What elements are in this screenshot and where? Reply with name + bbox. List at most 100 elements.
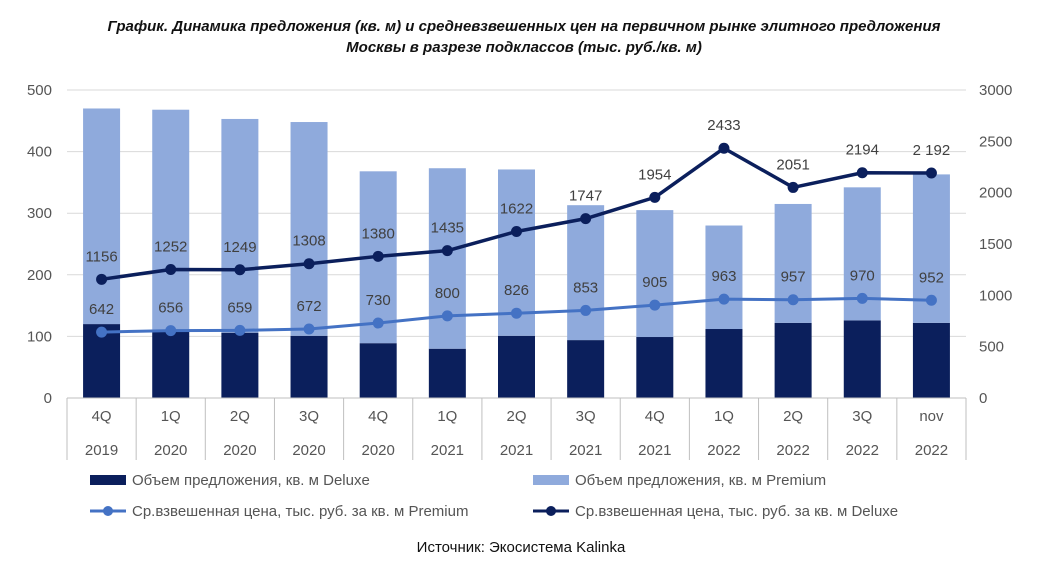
- category-quarter-label: 2Q: [230, 408, 250, 425]
- category-quarter-label: 4Q: [92, 408, 112, 425]
- bar-premium: [428, 168, 466, 349]
- y-right-tick-label: 1000: [979, 287, 1012, 304]
- label-premium-price: 905: [642, 274, 667, 291]
- point-deluxe-price: [511, 225, 522, 237]
- label-premium-price: 800: [435, 285, 460, 302]
- y-right-tick-label: 0: [979, 390, 987, 407]
- chart-title-line2: Москвы в разрезе подклассов (тыс. руб./к…: [346, 39, 702, 56]
- point-premium-price: [580, 304, 592, 316]
- category-year-label: 2022: [915, 442, 948, 459]
- point-deluxe-price: [234, 264, 246, 276]
- category-year-label: 2021: [569, 442, 602, 459]
- bar-deluxe: [567, 340, 605, 398]
- bar-premium: [636, 210, 674, 338]
- point-premium-price: [649, 299, 661, 311]
- bar-premium: [705, 225, 743, 330]
- legend-deluxe-volume-swatch: [90, 475, 126, 485]
- label-deluxe-price: 2433: [707, 117, 740, 134]
- y-left-tick-label: 0: [44, 390, 52, 407]
- bar-premium: [83, 108, 121, 325]
- point-premium-price: [441, 310, 453, 322]
- point-premium-price: [511, 307, 522, 319]
- legend-deluxe-price-marker: [546, 506, 556, 516]
- category-year-label: 2022: [707, 442, 740, 459]
- point-deluxe-price: [96, 273, 108, 285]
- label-premium-price: 730: [366, 292, 391, 309]
- y-left-tick-label: 200: [27, 267, 52, 284]
- label-premium-price: 826: [504, 282, 529, 299]
- bar-deluxe: [636, 337, 674, 398]
- legend-premium-volume-swatch: [533, 475, 569, 485]
- category-year-label: 2019: [85, 442, 118, 459]
- point-deluxe-price: [441, 245, 453, 257]
- label-premium-price: 957: [781, 269, 806, 286]
- point-premium-price: [303, 323, 315, 335]
- bar-premium: [290, 122, 328, 336]
- bar-deluxe: [705, 329, 743, 398]
- legend: Объем предложения, кв. м Deluxe Объем пре…: [90, 472, 898, 520]
- point-premium-price: [234, 324, 246, 336]
- point-premium-price: [925, 294, 937, 306]
- category-year-label: 2020: [154, 442, 187, 459]
- bar-premium: [567, 205, 605, 341]
- point-premium-price: [372, 317, 384, 329]
- source-note: Источник: Экосистема Kalinka: [417, 539, 626, 556]
- bar-premium: [221, 118, 259, 333]
- category-quarter-label: 2Q: [506, 408, 526, 425]
- legend-deluxe-price-label: Ср.взвешенная цена, тыс. руб. за кв. м D…: [575, 503, 898, 520]
- label-deluxe-price: 1252: [154, 238, 187, 255]
- label-premium-price: 952: [919, 269, 944, 286]
- y-right-tick-label: 1500: [979, 236, 1012, 253]
- legend-premium-price-label: Ср.взвешенная цена, тыс. руб. за кв. м P…: [132, 503, 468, 520]
- legend-premium-volume-label: Объем предложения, кв. м Premium: [575, 472, 826, 489]
- bar-deluxe: [428, 348, 466, 398]
- category-year-label: 2020: [292, 442, 325, 459]
- series-lines: [96, 142, 937, 338]
- point-deluxe-price: [165, 263, 177, 275]
- category-year-label: 2021: [638, 442, 671, 459]
- category-year-label: 2020: [223, 442, 256, 459]
- label-deluxe-price: 1156: [85, 248, 117, 265]
- axes: 0 100 200 300 400 500 0 500 1000 1500 2000 2500 3000: [27, 82, 1012, 407]
- category-year-label: 2020: [362, 442, 395, 459]
- bar-deluxe: [290, 335, 328, 398]
- label-premium-price: 672: [297, 298, 322, 315]
- category-quarter-label: 3Q: [299, 408, 319, 425]
- category-year-label: 2021: [431, 442, 464, 459]
- label-deluxe-price: 1622: [500, 200, 533, 217]
- point-premium-price: [856, 292, 868, 304]
- label-deluxe-price: 1747: [569, 188, 602, 205]
- label-premium-price: 659: [227, 299, 252, 316]
- y-right-tick-label: 2500: [979, 133, 1012, 150]
- y-left-tick-label: 400: [27, 144, 52, 161]
- y-right-tick-label: 2000: [979, 185, 1012, 202]
- y-right-tick-label: 3000: [979, 82, 1012, 99]
- chart-title-line1: График. Динамика предложения (кв. м) и с…: [108, 18, 941, 35]
- category-quarter-label: 3Q: [852, 408, 872, 425]
- point-deluxe-price: [303, 258, 315, 270]
- point-deluxe-price: [718, 142, 730, 154]
- label-premium-price: 963: [711, 268, 736, 285]
- y-left-tick-label: 500: [27, 82, 52, 99]
- label-deluxe-price: 1435: [431, 220, 464, 237]
- legend-deluxe-volume-label: Объем предложения, кв. м Deluxe: [132, 472, 370, 489]
- point-deluxe-price: [580, 213, 592, 225]
- point-premium-price: [787, 294, 799, 306]
- bar-deluxe: [221, 332, 259, 398]
- point-premium-price: [718, 293, 730, 305]
- point-deluxe-price: [649, 191, 661, 203]
- point-deluxe-price: [925, 167, 937, 179]
- point-deluxe-price: [372, 250, 384, 262]
- y-left-tick-label: 100: [27, 328, 52, 345]
- category-axis: 4Q 2019 1Q 2020 2Q 2020 3Q 2020 4Q 2020 1Q 2021 2Q 20…: [66, 397, 967, 460]
- bar-deluxe: [843, 320, 881, 398]
- category-year-label: 2022: [776, 442, 809, 459]
- data-labels: 642 656 659 672 730 800 826 853 905 963 957 970 952 1…: [85, 117, 950, 318]
- category-quarter-label: 2Q: [783, 408, 803, 425]
- legend-premium-price-marker: [103, 506, 113, 516]
- category-year-label: 2022: [846, 442, 879, 459]
- category-year-label: 2021: [500, 442, 533, 459]
- category-quarter-label: 4Q: [645, 408, 665, 425]
- category-quarter-label: 4Q: [368, 408, 388, 425]
- label-deluxe-price: 1380: [362, 225, 395, 242]
